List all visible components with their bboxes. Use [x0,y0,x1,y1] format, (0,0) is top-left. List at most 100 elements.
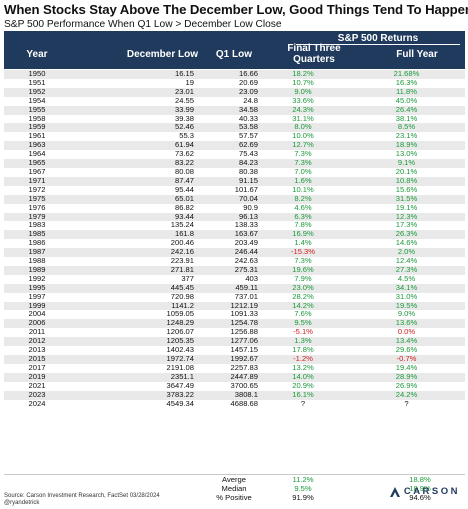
summary-label: % Positive [216,493,252,502]
header-q1-low: Q1 Low [215,49,252,60]
cell-year: 1989 [4,265,70,275]
cell-year: 1951 [28,77,46,87]
cell-q1-low: 3808.1 [194,390,258,400]
cell-final-three: 28.2% [292,291,314,301]
cell-year: 1950 [4,69,70,79]
cell-year: 1975 [4,194,70,204]
cell-q1-low: 80.38 [238,166,258,176]
cell-year: 1965 [4,158,70,168]
cell-final-three: 10.0% [292,131,314,141]
cell-q1-low: 1277.06 [194,336,258,347]
cell-final-three: 10.7% [292,77,314,87]
summary-row-average: Averge 11.2% 18.8% [4,475,465,484]
cell-full-year: 26.3% [348,229,465,240]
cell-full-year: 24.2% [348,390,465,400]
cell-year: 1999 [4,301,70,311]
cell-full-year: 26.9% [395,380,418,390]
cell-final-three: 12.7% [258,140,348,151]
cell-december-low: 242.16 [70,247,194,258]
cell-december-low: 161.8 [70,229,194,240]
cell-december-low: 52.46 [70,123,194,133]
cell-q1-low: 203.49 [234,238,258,248]
cell-year: 2012 [4,336,70,347]
cell-final-three: 7.6% [294,309,312,319]
cell-q1-low: 1256.88 [230,327,258,337]
cell-year: 2006 [4,318,70,329]
cell-december-low: 39.38 [174,113,194,123]
footer-handle: @ryandetrick [4,500,40,506]
page-title: When Stocks Stay Above The December Low,… [4,2,468,17]
cell-full-year: 16.3% [395,77,418,87]
cell-full-year: 19.5% [348,301,465,311]
cell-q1-low: 91.15 [194,176,258,186]
cell-final-three: 7.3% [294,256,312,266]
table-row: 2021 3647.49 3700.65 20.9% 26.9% [4,380,465,391]
table-row: 2006 1248.29 1254.78 9.5% 13.6% [4,318,465,329]
cell-full-year: 31.5% [348,194,465,204]
cell-q1-low: 2447.89 [194,372,258,382]
cell-final-three: 6.3% [258,212,348,222]
cell-full-year: 0.0% [397,327,416,337]
cell-year: 1976 [28,202,46,212]
table-row: 1954 24.55 24.8 33.6% 45.0% [4,95,465,106]
data-table: 1950 16.15 16.66 18.2% 21.68% 1951 19 20.69 10.7… [4,69,465,408]
cell-full-year: -0.7% [348,354,465,364]
cell-december-low: 1972.74 [70,354,194,364]
cell-final-three: 20.9% [292,380,314,390]
cell-december-low: 61.94 [70,140,194,151]
cell-final-three: ? [300,398,306,408]
cell-final-three: 16.1% [258,390,348,400]
cell-final-three: 33.6% [292,95,314,105]
cell-q1-low: 1457.15 [230,345,258,355]
cell-december-low: 271.81 [70,265,194,275]
cell-full-year: 28.9% [348,372,465,382]
table-row: 1987 242.16 246.44 -15.3% 2.0% [4,247,465,258]
cell-q1-low: 138.33 [234,220,258,230]
cell-year: 1987 [4,247,70,258]
cell-full-year: 9.1% [348,158,465,168]
cell-december-low: 200.46 [170,238,194,248]
cell-full-year: 8.5% [348,123,465,133]
cell-year: 1986 [28,238,46,248]
cell-year: 1992 [28,273,46,283]
table-row: 1976 86.82 90.9 4.6% 19.1% [4,202,465,213]
page-subtitle: S&P 500 Performance When Q1 Low > Decemb… [4,19,282,30]
cell-final-three: 14.0% [258,372,348,382]
table-row: 1995 445.45 459.11 23.0% 34.1% [4,283,465,293]
cell-december-low: 24.55 [174,95,194,105]
cell-december-low: 73.62 [174,149,194,159]
footer: Source: Carson Investment Research, Fact… [4,493,160,507]
table-row: 1992 377 403 7.9% 4.5% [4,273,465,284]
carson-logo: CARSON [389,486,460,497]
cell-full-year: 20.1% [395,166,418,176]
cell-year: 1959 [4,123,70,133]
cell-december-low: 80.08 [174,166,194,176]
cell-december-low: 1248.29 [70,318,194,329]
cell-december-low: 86.82 [174,202,194,212]
table-row: 1999 1141.2 1212.19 14.2% 19.5% [4,301,465,311]
cell-full-year: 45.0% [395,95,418,105]
cell-full-year: 10.8% [348,176,465,186]
cell-full-year: 13.6% [348,318,465,329]
summary-final-three: 91.9% [292,493,314,502]
cell-q1-low: 275.31 [194,265,258,275]
cell-q1-low: 34.58 [194,105,258,115]
table-row: 1959 52.46 53.58 8.0% 8.5% [4,123,465,133]
cell-final-three: 4.6% [294,202,312,212]
cell-q1-low: 403 [245,273,258,283]
cell-december-low: 87.47 [70,176,194,186]
cell-full-year: 9.0% [397,309,416,319]
table-row: 1964 73.62 75.43 7.3% 13.0% [4,149,465,159]
cell-december-low: 223.91 [170,256,194,266]
cell-q1-low: 16.66 [194,69,258,79]
cell-year: 2021 [28,380,46,390]
footer-source: Source: Carson Investment Research, Fact… [4,493,160,499]
cell-final-three: 31.1% [292,113,314,123]
cell-full-year: 21.68% [348,69,465,79]
cell-december-low: 2191.08 [166,362,194,372]
table-row: 1989 271.81 275.31 19.6% 27.3% [4,265,465,275]
cell-year: 1961 [28,131,46,141]
cell-december-low: 95.44 [174,184,194,194]
cell-q1-low: 96.13 [194,212,258,222]
cell-year: 1963 [4,140,70,151]
